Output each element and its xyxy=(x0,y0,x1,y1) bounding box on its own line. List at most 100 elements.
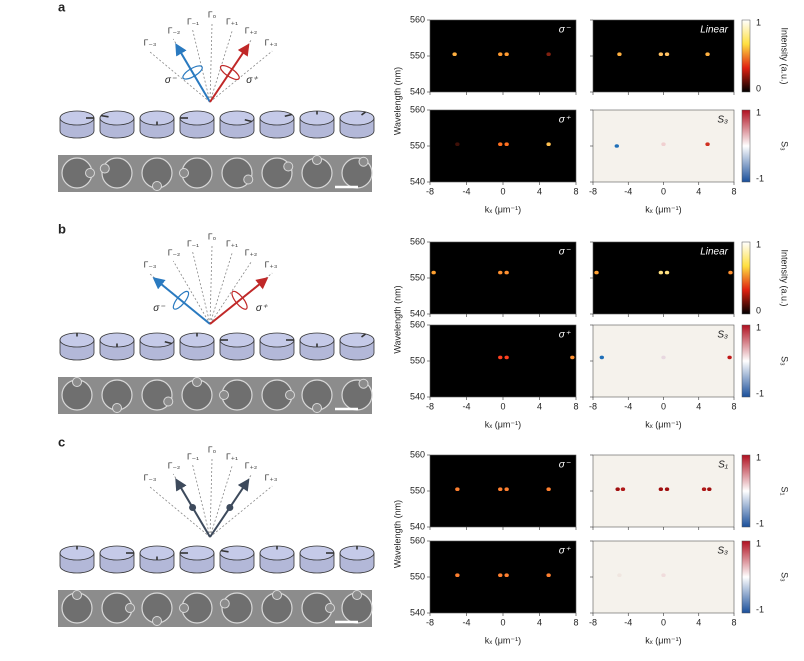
heatmap-background xyxy=(592,109,735,183)
colorbar-tick-label: 1 xyxy=(756,538,761,548)
spot xyxy=(594,270,599,275)
order-label: Γ₋₂ xyxy=(168,25,180,35)
spot xyxy=(546,142,551,146)
x-tick-label: -8 xyxy=(589,617,597,627)
spot xyxy=(504,355,509,360)
order-line xyxy=(209,457,213,538)
y-tick-label: 550 xyxy=(410,571,425,581)
sem-notch xyxy=(192,377,202,387)
x-tick-label: 8 xyxy=(573,617,578,627)
spot xyxy=(727,355,732,360)
spot xyxy=(498,52,503,56)
panel-label: a xyxy=(58,0,66,14)
x-tick-label: 0 xyxy=(500,617,505,627)
sem-notch xyxy=(72,377,82,387)
y-axis-label: Wavelength (nm) xyxy=(392,285,402,353)
colorbar-tick-label: 0 xyxy=(756,305,761,315)
y-tick-label: 550 xyxy=(410,485,425,495)
spot xyxy=(701,487,707,492)
sem-notch xyxy=(112,403,122,413)
spot xyxy=(658,270,664,275)
y-tick-label: 540 xyxy=(410,86,425,96)
heatmap-background xyxy=(592,19,735,93)
x-tick-label: 8 xyxy=(731,186,736,196)
sem-notch xyxy=(312,403,322,413)
x-tick-label: -8 xyxy=(589,186,597,196)
plot-label: S₃ xyxy=(717,115,728,126)
heatmap-background xyxy=(429,19,577,93)
y-tick-label: 560 xyxy=(410,14,425,24)
colorbar xyxy=(741,324,751,398)
order-line xyxy=(209,22,213,103)
order-line xyxy=(209,251,233,325)
colorbar-tick-label: 1 xyxy=(756,322,761,332)
notch xyxy=(361,111,366,116)
colorbar-label: S₃ xyxy=(780,141,790,151)
heatmap-background xyxy=(429,109,577,183)
cylinder-top xyxy=(99,110,135,126)
spot xyxy=(664,270,670,275)
x-tick-label: -8 xyxy=(426,186,434,196)
order-line xyxy=(209,464,233,538)
polarization-loop xyxy=(219,64,240,81)
sem-notch xyxy=(283,161,294,172)
sem-notch xyxy=(219,598,230,609)
spot xyxy=(504,270,509,275)
sem-notch xyxy=(272,590,282,600)
spot xyxy=(661,142,666,146)
x-tick-label: -8 xyxy=(426,401,434,411)
spot xyxy=(504,487,509,492)
spot xyxy=(546,52,551,56)
spot xyxy=(498,270,503,275)
x-tick-label: 4 xyxy=(696,617,701,627)
plot-label: S₃ xyxy=(717,330,728,341)
order-label: Γ₊₁ xyxy=(226,238,238,248)
plot-label: σ⁺ xyxy=(559,330,571,341)
colorbar xyxy=(741,540,751,614)
x-tick-label: 4 xyxy=(537,186,542,196)
x-tick-label: 0 xyxy=(500,186,505,196)
sem-notch xyxy=(358,156,369,167)
order-line xyxy=(192,251,211,325)
colorbar-tick-label: 1 xyxy=(756,452,761,462)
colorbar-tick-label: -1 xyxy=(756,388,764,398)
polarization-label: σ⁻ xyxy=(153,303,165,314)
cylinder-top xyxy=(219,545,255,561)
spot xyxy=(455,142,460,146)
spot xyxy=(455,487,460,492)
notch xyxy=(361,333,366,338)
order-label: Γ₋₃ xyxy=(144,472,157,482)
spot xyxy=(546,573,551,577)
colorbar-label: S₁ xyxy=(780,486,790,495)
sem-notch xyxy=(358,378,369,389)
spot xyxy=(617,573,622,577)
beam-arrow xyxy=(175,43,211,103)
spot xyxy=(504,52,509,56)
spot xyxy=(570,355,575,360)
cylinder-top xyxy=(259,110,295,126)
spot xyxy=(658,487,664,492)
x-axis-label: kₓ (μm⁻¹) xyxy=(485,419,521,429)
beam-arrow xyxy=(209,43,250,103)
x-tick-label: 4 xyxy=(696,186,701,196)
x-axis-label: kₓ (μm⁻¹) xyxy=(485,635,521,645)
y-axis-label: Wavelength (nm) xyxy=(392,67,402,135)
linear-pol-dot xyxy=(189,503,197,511)
polarization-loop xyxy=(182,65,203,80)
polarization-label: σ⁺ xyxy=(246,75,258,86)
x-tick-label: 4 xyxy=(537,617,542,627)
spot xyxy=(431,270,436,275)
x-axis-label: kₓ (μm⁻¹) xyxy=(645,204,681,214)
order-line xyxy=(209,260,253,325)
colorbar-label: S₃ xyxy=(780,572,790,582)
sem-notch xyxy=(352,590,362,600)
plot-label: σ⁻ xyxy=(559,25,571,36)
spot xyxy=(504,573,509,577)
heatmap-background xyxy=(429,540,577,614)
colorbar-label: S₃ xyxy=(780,356,790,366)
x-tick-label: -4 xyxy=(624,401,632,411)
colorbar-tick-label: 0 xyxy=(756,83,761,93)
notch xyxy=(164,340,172,345)
sem-notch xyxy=(163,396,174,407)
heatmap-background xyxy=(429,324,577,398)
